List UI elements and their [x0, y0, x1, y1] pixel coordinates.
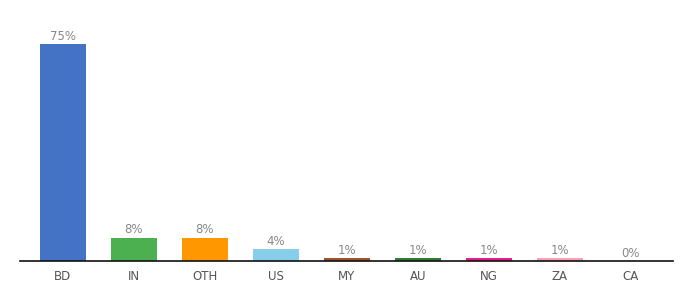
Text: 8%: 8% [124, 224, 143, 236]
Text: 1%: 1% [479, 244, 498, 257]
Bar [253, 249, 299, 261]
Text: 1%: 1% [337, 244, 356, 257]
Text: 0%: 0% [622, 247, 640, 260]
Bar [394, 258, 441, 261]
Text: 4%: 4% [267, 235, 285, 248]
Bar [324, 258, 370, 261]
Bar [40, 44, 86, 261]
Bar [182, 238, 228, 261]
Bar [537, 258, 583, 261]
Text: 75%: 75% [50, 30, 76, 43]
Text: 1%: 1% [550, 244, 569, 257]
Text: 1%: 1% [409, 244, 427, 257]
Bar [111, 238, 157, 261]
Bar [466, 258, 512, 261]
Text: 8%: 8% [196, 224, 214, 236]
